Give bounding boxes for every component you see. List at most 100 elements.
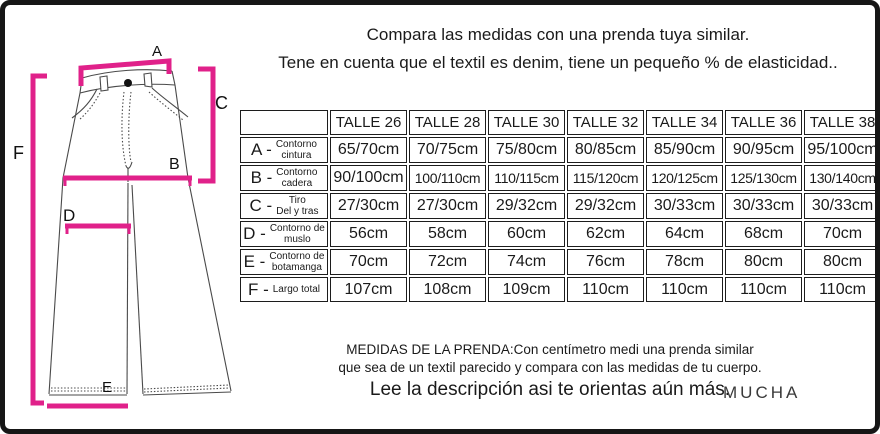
measure-value-cell: 130/140cm [804, 165, 875, 191]
size-column-header: TALLE 38 [804, 110, 875, 135]
footer-line-3: Lee la descripción asi te orientas aún m… [369, 379, 731, 401]
measure-value-cell: 110cm [567, 277, 644, 302]
measure-value-cell: 56cm [330, 221, 407, 247]
measure-value-cell: 75/80cm [488, 137, 565, 163]
measure-label: E - Contorno de botamanga [243, 251, 325, 273]
measure-value-cell: 70cm [804, 221, 875, 247]
size-column-header: TALLE 36 [725, 110, 802, 135]
footer-text: MEDIDAS DE LA PRENDA:Con centímetro medi… [243, 341, 857, 401]
measure-value-cell: 90/95cm [725, 137, 802, 163]
button-dot [124, 79, 132, 87]
title-line-1: Compara las medidas con una prenda tuya … [366, 25, 750, 44]
measure-label: C - Tiro Del y tras [243, 195, 325, 217]
measure-value-cell: 125/130cm [725, 165, 802, 191]
measure-value-cell: 70/75cm [409, 137, 486, 163]
measure-label-cell: F - Largo total [240, 277, 328, 302]
measure-value-cell: 27/30cm [330, 193, 407, 219]
size-column-header: TALLE 30 [488, 110, 565, 135]
measure-mark-d-ticks [65, 224, 131, 234]
diagram-label-f: F [13, 143, 24, 163]
brand-logo: MUCHA [723, 383, 801, 402]
measure-label: A - Contorno cintura [243, 139, 325, 161]
measure-value-cell: 85/90cm [646, 137, 723, 163]
measure-value-cell: 80/85cm [567, 137, 644, 163]
measure-name: Contorno cintura [275, 139, 317, 161]
header-row: TALLE 26 TALLE 28 TALLE 30 TALLE 32 TALLE 34… [240, 110, 875, 135]
footer-line-1: MEDIDAS DE LA PRENDA:Con centímetro medi… [346, 342, 754, 357]
size-column-header: TALLE 28 [409, 110, 486, 135]
measure-letter: D - [243, 224, 266, 243]
measure-value-cell: 110cm [725, 277, 802, 302]
measure-name: Largo total [272, 284, 321, 295]
measure-value-cell: 107cm [330, 277, 407, 302]
measure-row: C - Tiro Del y tras 27/30cm 27/30cm 29/32cm 29… [240, 193, 875, 219]
diagram-label-d: D [63, 206, 76, 225]
measure-value-cell: 29/32cm [567, 193, 644, 219]
measure-value-cell: 110/115cm [488, 165, 565, 191]
measure-letter: F - [247, 279, 269, 299]
title-line-2: Tene en cuenta que el textil es denim, t… [278, 53, 838, 72]
header-text: Compara las medidas con una prenda tuya … [239, 25, 875, 73]
measure-value-cell: 109cm [488, 277, 565, 302]
measure-row: B - Contorno cadera 90/100cm 100/110cm 110/11… [240, 165, 875, 191]
measure-letter: E - [243, 252, 266, 271]
measure-value-cell: 72cm [409, 249, 486, 275]
measure-value-cell: 110cm [804, 277, 875, 302]
measure-value-cell: 100/110cm [409, 165, 486, 191]
measure-value-cell: 80cm [725, 249, 802, 275]
pants-outline [48, 69, 232, 396]
measure-name: Contorno de muslo [269, 223, 325, 245]
measure-label-cell: A - Contorno cintura [240, 137, 328, 163]
measure-value-cell: 70cm [330, 249, 407, 275]
measure-value-cell: 27/30cm [409, 193, 486, 219]
measure-value-cell: 62cm [567, 221, 644, 247]
measure-value-cell: 30/33cm [646, 193, 723, 219]
measure-label-cell: B - Contorno cadera [240, 165, 328, 191]
pants-diagram: A B C D E F [5, 5, 237, 429]
measure-letter: C - [249, 196, 273, 215]
measure-value-cell: 58cm [409, 221, 486, 247]
size-column-header: TALLE 32 [567, 110, 644, 135]
measure-marks [30, 58, 216, 409]
measure-row: A - Contorno cintura 65/70cm 70/75cm 75/80cm 8… [240, 137, 875, 163]
measure-label-cell: C - Tiro Del y tras [240, 193, 328, 219]
measure-name: Contorno de botamanga [269, 251, 325, 273]
measure-label: D - Contorno de muslo [243, 223, 325, 245]
measure-value-cell: 108cm [409, 277, 486, 302]
measure-value-cell: 60cm [488, 221, 565, 247]
measure-value-cell: 76cm [567, 249, 644, 275]
pants-line-art [30, 58, 232, 409]
measure-value-cell: 120/125cm [646, 165, 723, 191]
measure-row: F - Largo total 107cm 108cm 109cm 110cm 110cm 1… [240, 277, 875, 302]
diagram-label-e: E [102, 379, 113, 396]
measure-letter: A - [251, 140, 272, 159]
measure-letter: B - [250, 168, 273, 187]
measure-label: F - Largo total [243, 280, 325, 300]
measure-mark-b-ticks [63, 176, 192, 186]
corner-cell [240, 110, 328, 135]
measure-value-cell: 80cm [804, 249, 875, 275]
measure-row: D - Contorno de muslo 56cm 58cm 60cm 62cm 64cm 6… [240, 221, 875, 247]
size-column-header: TALLE 34 [646, 110, 723, 135]
size-table-wrap: TALLE 26 TALLE 28 TALLE 30 TALLE 32 TALLE 34… [238, 108, 875, 304]
measure-value-cell: 68cm [725, 221, 802, 247]
diagram-label-b: B [169, 156, 180, 173]
measure-value-cell: 65/70cm [330, 137, 407, 163]
measure-label: B - Contorno cadera [243, 167, 325, 189]
measure-row: E - Contorno de botamanga 70cm 72cm 74cm 76cm 7… [240, 249, 875, 275]
measure-mark-f [30, 73, 47, 406]
size-table: TALLE 26 TALLE 28 TALLE 30 TALLE 32 TALLE 34… [238, 108, 875, 304]
measure-value-cell: 29/32cm [488, 193, 565, 219]
size-column-header: TALLE 26 [330, 110, 407, 135]
measure-name: Tiro Del y tras [276, 195, 319, 217]
measure-name: Contorno cadera [276, 167, 318, 189]
measure-value-cell: 64cm [646, 221, 723, 247]
measure-value-cell: 30/33cm [725, 193, 802, 219]
diagram-label-a: A [152, 43, 163, 60]
measure-mark-a [78, 58, 172, 86]
measure-value-cell: 30/33cm [804, 193, 875, 219]
measure-value-cell: 95/100cm [804, 137, 875, 163]
measure-mark-c [198, 66, 216, 184]
measure-value-cell: 90/100cm [330, 165, 407, 191]
